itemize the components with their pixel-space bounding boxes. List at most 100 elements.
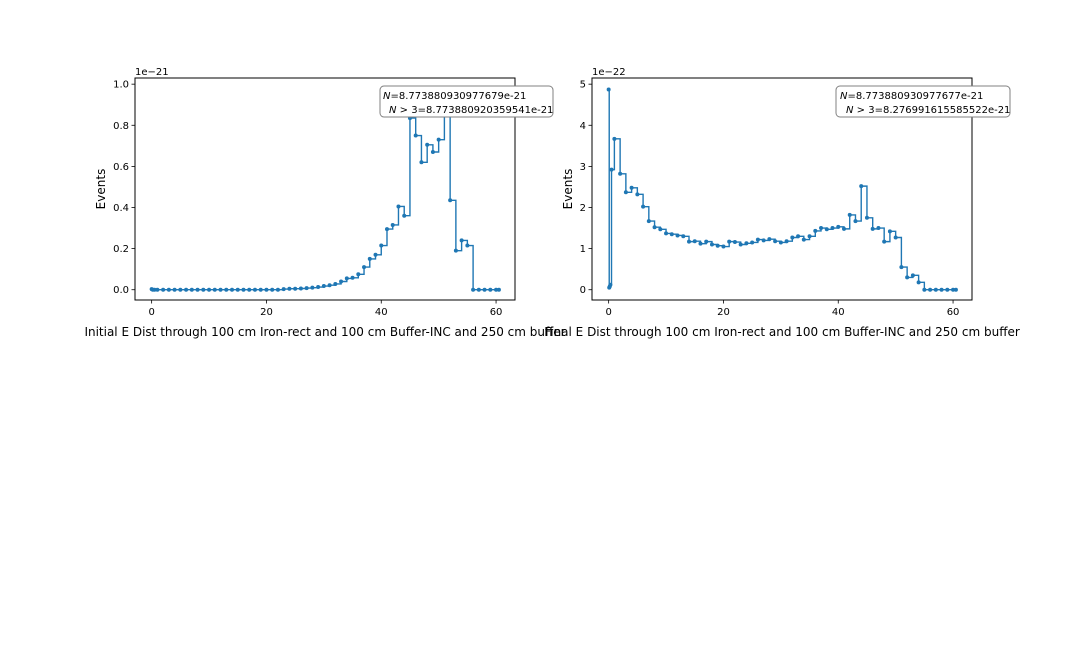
plot-frame <box>134 77 516 301</box>
data-point <box>379 243 384 248</box>
y-tick-label: 0 <box>580 285 586 296</box>
data-point <box>698 241 703 246</box>
y-tick-label: 1 <box>580 244 586 255</box>
stats-annotation: N=8.773880930977679e-21 N > 3=8.77388092… <box>379 85 554 118</box>
y-tick-label: 2 <box>580 203 586 214</box>
data-point <box>687 239 692 244</box>
y-tick-label: 0.0 <box>113 285 129 296</box>
data-point <box>241 287 246 292</box>
axis-ticks: 0 20 40 60 0 1 2 3 4 5 <box>580 80 960 318</box>
data-point <box>704 239 709 244</box>
data-point <box>172 287 177 292</box>
data-point <box>652 225 657 230</box>
data-point <box>681 234 686 239</box>
x-tick-label: 40 <box>832 307 845 318</box>
data-point <box>876 226 881 231</box>
data-point <box>362 265 367 270</box>
data-point <box>669 232 674 237</box>
data-point <box>384 227 389 232</box>
data-point <box>796 234 801 239</box>
data-point <box>258 287 263 292</box>
y-tick-label: 0.8 <box>113 121 129 132</box>
series-step-line <box>151 87 499 291</box>
data-point <box>235 287 240 292</box>
data-point <box>218 287 223 292</box>
data-point <box>951 287 956 292</box>
data-point <box>356 272 361 277</box>
y-tick-label: 0.6 <box>113 162 129 173</box>
data-point <box>612 136 617 141</box>
data-point <box>618 171 623 176</box>
data-point <box>482 287 487 292</box>
data-point <box>230 287 235 292</box>
data-point <box>275 287 280 292</box>
data-point <box>161 287 166 292</box>
data-point <box>430 150 435 154</box>
data-point <box>310 285 315 290</box>
annotation-box <box>835 85 1011 118</box>
data-point <box>939 287 944 292</box>
chart-final-e-dist: 1e−22 0 20 40 60 0 1 2 3 4 5 Events Final E Dist … <box>544 67 1020 339</box>
data-point <box>778 240 783 245</box>
data-point <box>459 238 464 243</box>
data-point <box>298 286 303 291</box>
y-axis-label: Events <box>94 169 108 210</box>
data-point <box>629 185 634 190</box>
data-point <box>304 286 309 291</box>
data-point <box>339 279 344 284</box>
data-point <box>784 239 789 244</box>
data-point <box>316 285 321 290</box>
data-point <box>496 287 501 292</box>
annotation-line-total: N=8.773880930977677e-21 <box>840 91 983 102</box>
data-point <box>859 184 864 189</box>
y-tick-label: 4 <box>580 121 586 132</box>
axis-ticks: 0 20 40 60 0.0 0.2 0.4 0.6 0.8 1.0 <box>113 80 502 318</box>
data-point <box>646 219 651 224</box>
data-point <box>178 287 183 292</box>
y-tick-label: 0.2 <box>113 244 129 255</box>
data-point <box>658 227 663 232</box>
data-point <box>847 212 852 217</box>
data-point <box>344 276 349 281</box>
data-point <box>641 204 646 209</box>
data-point <box>207 287 212 292</box>
data-point <box>675 233 680 238</box>
data-point <box>184 287 189 292</box>
data-point <box>413 133 418 138</box>
x-tick-label: 0 <box>605 307 611 318</box>
x-tick-label: 60 <box>490 307 503 318</box>
data-point <box>916 280 921 285</box>
data-point <box>738 242 743 247</box>
data-point <box>664 231 669 236</box>
data-point <box>287 286 292 291</box>
x-tick-label: 60 <box>947 307 960 318</box>
data-point <box>864 215 869 220</box>
series-step-line <box>608 88 956 291</box>
data-point <box>933 287 938 292</box>
data-point <box>755 237 760 242</box>
data-point <box>882 239 887 244</box>
data-point <box>425 142 430 147</box>
data-point <box>692 239 697 244</box>
data-point <box>212 287 217 292</box>
data-point <box>476 287 481 292</box>
data-point <box>953 287 958 292</box>
chart-initial-e-dist: 1e−21 0 20 40 60 0.0 0.2 0.4 0.6 0.8 1.0 Events I… <box>84 67 565 339</box>
data-point <box>293 286 298 291</box>
data-point <box>721 244 726 249</box>
data-point <box>819 226 824 231</box>
plot-frame <box>591 77 973 301</box>
data-point <box>201 287 206 292</box>
data-point <box>887 229 892 234</box>
x-tick-label: 40 <box>375 307 388 318</box>
data-point <box>715 243 720 248</box>
data-point <box>922 287 927 292</box>
y-offset-label: 1e−22 <box>592 67 626 78</box>
data-point <box>767 237 772 242</box>
data-point <box>155 287 160 292</box>
data-point <box>750 240 755 245</box>
y-tick-label: 0.4 <box>113 203 129 214</box>
data-point <box>727 239 732 244</box>
data-point <box>448 198 453 203</box>
